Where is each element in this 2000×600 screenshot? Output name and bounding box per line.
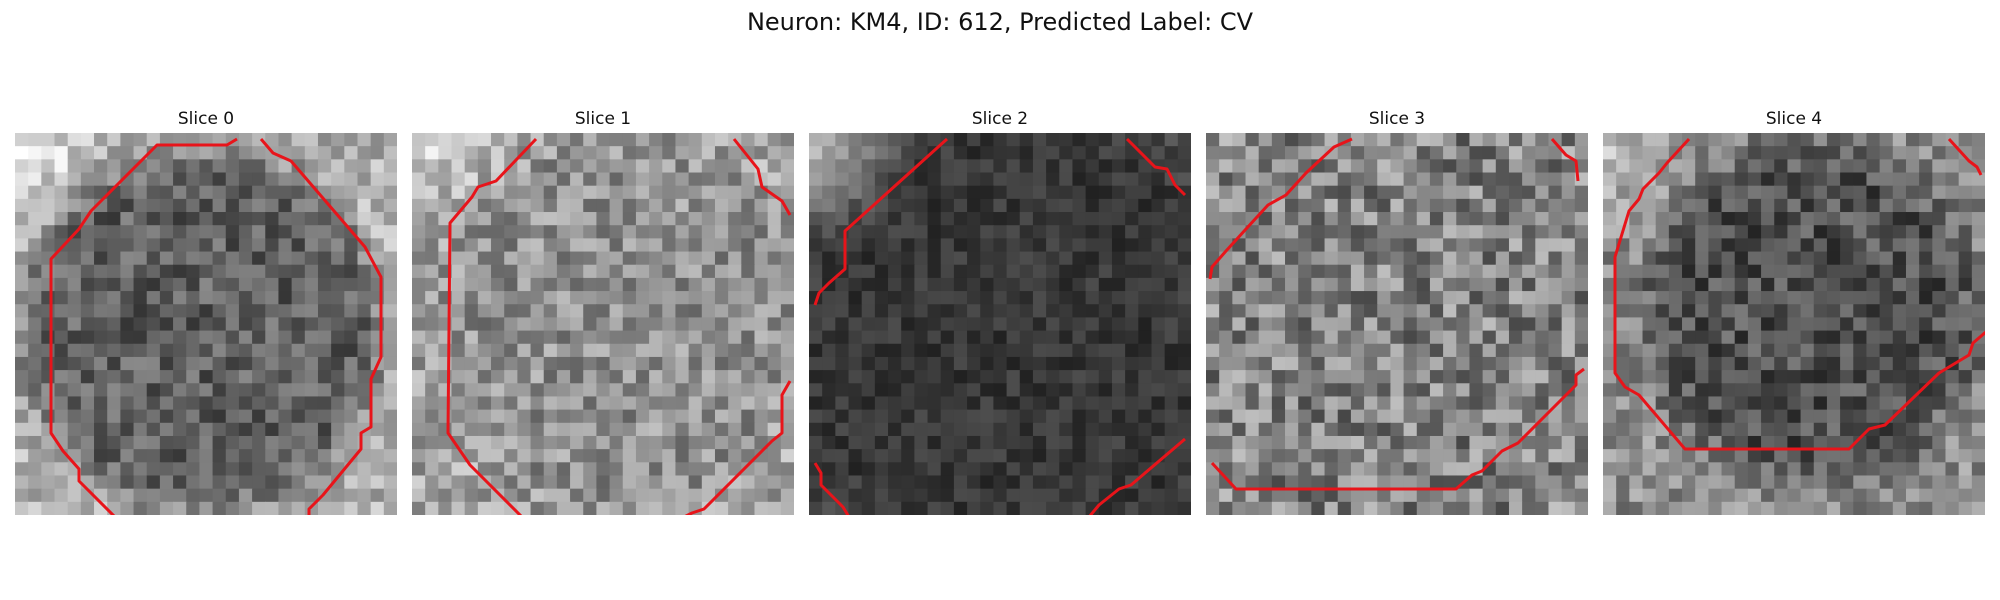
slice-panel-0: Slice 0 [15,108,397,515]
cell-contour-3b [1550,138,1580,182]
slice-panel-1: Slice 1 [412,108,794,515]
cell-contour-2 [813,137,949,306]
grayscale-image-0 [15,133,397,515]
cell-contour-1c [684,380,792,515]
grayscale-image-4 [1603,133,1985,515]
cell-contour-2d [1088,437,1186,515]
slice-image-2 [809,133,1191,515]
slice-image-1 [412,133,794,515]
cell-contour-4b [1947,137,1983,176]
cell-contour-0 [49,137,238,515]
grayscale-image-3 [1206,133,1588,515]
cell-contour-4 [1613,137,1985,451]
figure-title: Neuron: KM4, ID: 612, Predicted Label: C… [746,8,1254,36]
grayscale-image-2 [809,133,1191,515]
slice-title-0: Slice 0 [177,109,235,129]
cell-contour-2b [1125,137,1187,197]
slice-title-4: Slice 4 [1765,109,1823,129]
slice-panel-4: Slice 4 [1603,108,1985,515]
slice-image-4 [1603,133,1985,515]
slice-image-0 [15,133,397,515]
slice-panel-2: Slice 2 [809,108,1191,515]
cell-contour-1b [732,138,792,216]
slice-title-2: Slice 2 [971,109,1029,129]
cell-contour-1 [446,137,538,515]
cell-contour-3c [1210,367,1585,491]
slice-image-3 [1206,133,1588,515]
slice-title-1: Slice 1 [574,109,632,129]
slice-title-3: Slice 3 [1368,109,1426,129]
grayscale-image-1 [412,133,794,515]
cell-contour-2c [813,462,850,515]
slice-panel-3: Slice 3 [1206,108,1588,515]
cell-contour-3 [1208,137,1353,280]
cell-contour-0b [259,138,383,515]
